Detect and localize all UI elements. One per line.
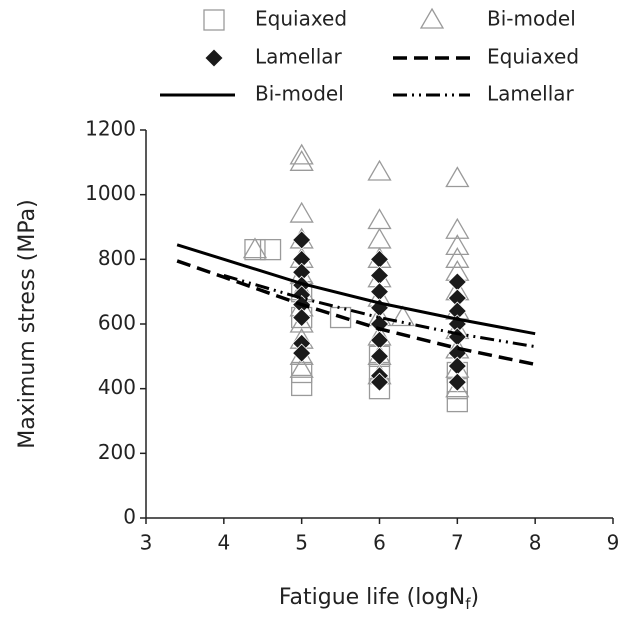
diamond-marker xyxy=(447,356,467,376)
triangle-marker xyxy=(390,305,415,327)
triangle-marker xyxy=(289,311,314,333)
triangle-marker xyxy=(445,234,470,256)
y-tick-label: 1000 xyxy=(85,181,136,205)
triangle-marker xyxy=(367,159,392,181)
y-tick-label: 800 xyxy=(98,246,136,270)
legend-label: Lamellar xyxy=(255,45,343,69)
diamond-marker xyxy=(292,307,312,328)
square-marker xyxy=(291,374,313,397)
diamond-marker xyxy=(292,230,312,250)
trend-line xyxy=(176,259,536,367)
y-tick-label: 0 xyxy=(123,505,136,529)
triangle-marker xyxy=(289,356,314,378)
legend: Equiaxed Bi-model Lamellar Equiaxed Bi-model… xyxy=(160,7,579,106)
legend-label: Lamellar xyxy=(487,82,575,106)
y-tick-label: 200 xyxy=(98,440,136,464)
x-tick-label: 8 xyxy=(529,531,542,555)
triangle-marker xyxy=(445,247,470,268)
x-axis-label-main: Fatigue life (logN xyxy=(279,585,465,610)
triangle-marker xyxy=(289,150,314,171)
y-tick-label: 600 xyxy=(98,311,136,335)
trend-line xyxy=(223,274,536,349)
diamond-marker xyxy=(369,346,390,366)
diamond-marker xyxy=(369,265,390,286)
diamond-marker xyxy=(447,272,467,292)
triangle-marker xyxy=(445,376,470,398)
diamond-marker xyxy=(204,48,224,68)
x-tick-label: 9 xyxy=(607,531,618,555)
x-tick-label: 5 xyxy=(295,531,308,555)
x-axis-label-end: ) xyxy=(471,585,480,610)
triangle-marker xyxy=(242,237,268,259)
x-tick-label: 6 xyxy=(373,531,386,555)
trend-line xyxy=(176,243,536,336)
x-tick-label: 7 xyxy=(451,531,464,555)
diamond-marker xyxy=(292,343,312,363)
square-marker xyxy=(291,361,313,384)
square-marker xyxy=(329,306,352,329)
triangle-marker xyxy=(289,143,314,165)
legend-label: Equiaxed xyxy=(487,45,579,69)
y-tick-label: 400 xyxy=(98,375,136,399)
triangle-marker xyxy=(445,217,470,239)
diamond-marker xyxy=(369,249,390,269)
triangle-marker xyxy=(367,227,392,249)
square-marker xyxy=(446,390,468,413)
y-tick-label: 1200 xyxy=(85,117,136,141)
legend-label: Bi-model xyxy=(487,7,576,31)
x-axis-label-subscript: f xyxy=(465,595,471,613)
square-marker xyxy=(259,238,282,261)
triangle-marker xyxy=(367,208,392,230)
x-tick-label: 4 xyxy=(217,531,230,555)
y-axis-label: Maximum stress (MPa) xyxy=(15,199,40,448)
triangle-marker xyxy=(289,201,314,223)
legend-label: Equiaxed xyxy=(255,7,347,31)
x-tick-label: 3 xyxy=(140,531,153,555)
diamond-marker xyxy=(369,372,390,392)
diamond-marker xyxy=(447,372,467,392)
triangle-marker xyxy=(445,166,470,188)
triangle-marker xyxy=(419,7,445,29)
x-axis-label: Fatigue life (logNf) xyxy=(279,585,479,613)
square-marker xyxy=(203,9,225,31)
legend-label: Bi-model xyxy=(255,82,344,106)
